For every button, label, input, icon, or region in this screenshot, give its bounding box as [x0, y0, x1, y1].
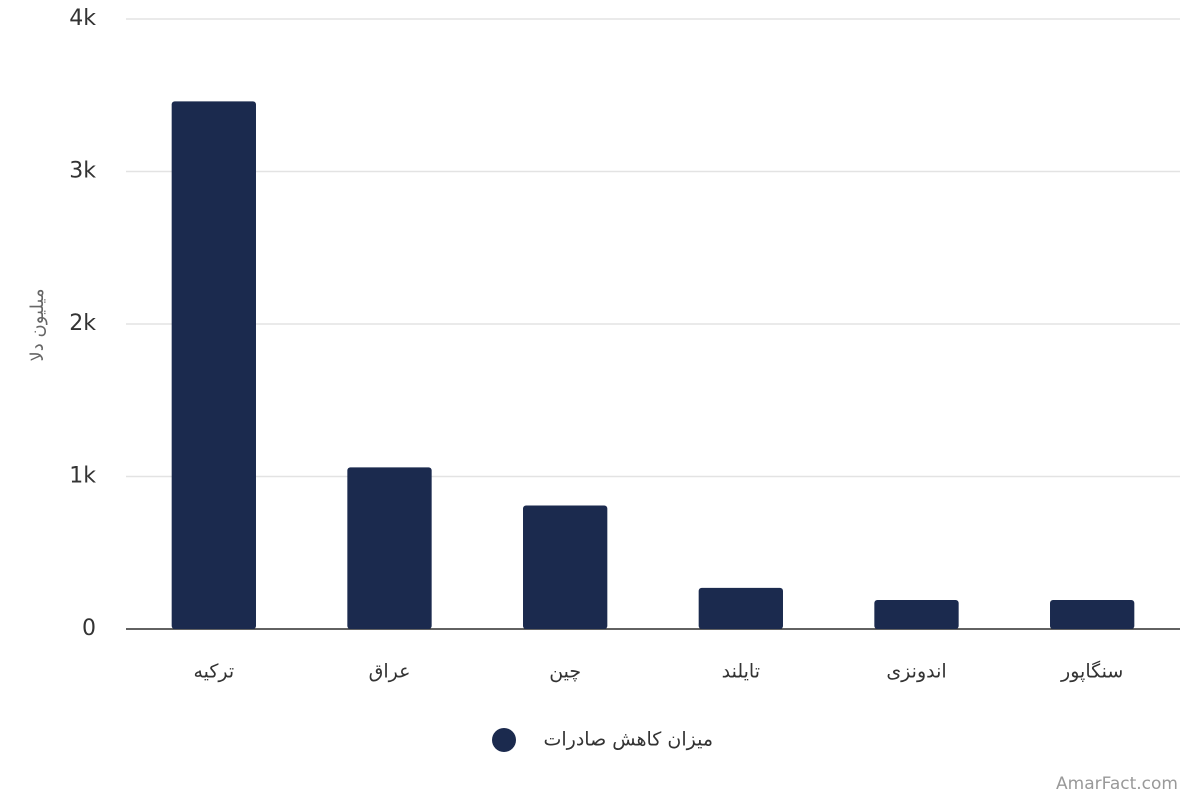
y-tick-label: 1k	[69, 464, 96, 489]
y-axis-label: میلیون دلا	[27, 289, 48, 362]
y-tick-label: 4k	[69, 6, 96, 31]
bar	[347, 467, 432, 629]
bar	[523, 505, 608, 629]
watermark: AmarFact.com	[1056, 774, 1178, 794]
x-tick-label: تایلند	[722, 661, 760, 683]
bar	[1050, 600, 1135, 629]
y-tick-label: 0	[82, 616, 96, 641]
x-tick-label: ترکیه	[193, 661, 234, 683]
x-tick-label: سنگاپور	[1060, 660, 1123, 683]
x-tick-label: اندونزی	[886, 661, 946, 683]
x-tick-label: چین	[549, 661, 581, 683]
x-tick-label: عراق	[369, 661, 411, 683]
y-tick-label: 2k	[69, 311, 96, 336]
legend-label[interactable]: میزان کاهش صادرات	[543, 729, 713, 751]
bar	[171, 101, 256, 630]
bar	[698, 587, 783, 629]
y-tick-label: 3k	[69, 159, 96, 184]
legend-marker	[492, 728, 516, 752]
bar	[874, 600, 959, 629]
